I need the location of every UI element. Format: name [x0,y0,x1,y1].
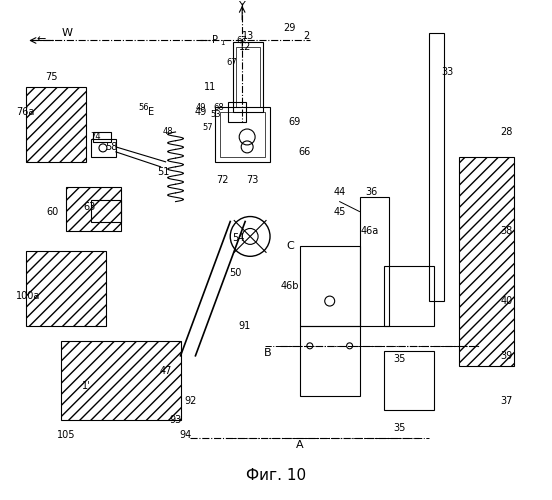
Text: 46b: 46b [280,281,299,291]
Bar [300,326,359,396]
Text: 49: 49 [194,107,206,117]
Bar [220,112,265,157]
Text: 28: 28 [501,127,513,137]
Text: 48: 48 [162,128,173,136]
Bar [359,196,389,326]
Text: 94: 94 [179,430,192,440]
Text: 66: 66 [299,147,311,157]
Text: 1': 1' [82,380,91,390]
Text: 49: 49 [195,102,206,112]
Polygon shape [26,87,86,162]
Text: 63: 63 [83,202,95,211]
Text: 60: 60 [46,206,58,216]
Polygon shape [459,157,514,366]
Text: 29: 29 [284,22,296,32]
Text: 12: 12 [239,42,251,52]
Text: 45: 45 [333,206,346,216]
Text: 75: 75 [45,72,57,83]
Text: A: A [296,440,304,450]
Text: 100a: 100a [17,291,41,301]
Bar [384,266,434,326]
Text: 58: 58 [105,142,117,152]
Text: 11: 11 [204,82,216,92]
Polygon shape [61,341,181,420]
Text: 72: 72 [216,174,229,184]
Text: B: B [264,348,272,358]
Polygon shape [66,186,121,232]
Text: 93: 93 [169,416,182,426]
Text: 1: 1 [220,40,225,46]
Text: 46a: 46a [360,226,379,236]
Text: 36: 36 [365,186,378,196]
Bar [215,107,270,162]
Text: 35: 35 [393,424,406,434]
Bar [91,200,121,222]
Bar [384,351,434,410]
Bar [91,139,116,157]
Text: 74: 74 [91,132,101,141]
Text: 57: 57 [202,122,213,132]
Bar [93,132,111,142]
Text: W: W [61,28,72,38]
Text: 2: 2 [304,30,310,40]
Text: 13: 13 [242,30,254,40]
Text: P: P [213,36,219,46]
Text: 67: 67 [227,58,237,67]
Text: 40: 40 [501,296,513,306]
Text: 37: 37 [501,396,513,406]
Text: 67: 67 [237,36,247,45]
Text: 39: 39 [501,351,513,361]
Text: 54: 54 [232,234,245,243]
Text: 50: 50 [229,268,241,278]
Text: 92: 92 [184,396,197,406]
Text: 56: 56 [139,102,149,112]
Bar [229,102,246,122]
Text: 44: 44 [333,186,346,196]
Text: Фиг. 10: Фиг. 10 [246,468,306,482]
Bar [429,32,444,301]
Text: E: E [147,107,154,117]
Text: 73: 73 [246,174,258,184]
Bar [300,246,359,326]
Text: 69: 69 [289,117,301,127]
Text: 51: 51 [157,167,170,177]
Text: ←: ← [36,34,46,44]
Text: 47: 47 [160,366,172,376]
Text: 38: 38 [501,226,513,236]
Text: 68: 68 [213,102,224,112]
Polygon shape [26,252,106,326]
Text: 105: 105 [57,430,76,440]
Bar [236,48,260,107]
Text: 35: 35 [393,354,406,364]
Text: 91: 91 [238,321,250,331]
Text: 76a: 76a [17,107,35,117]
Text: C: C [286,242,294,252]
Bar [233,42,263,112]
Text: 33: 33 [441,68,453,78]
Text: 53: 53 [210,110,221,118]
Text: Y: Y [239,0,246,10]
